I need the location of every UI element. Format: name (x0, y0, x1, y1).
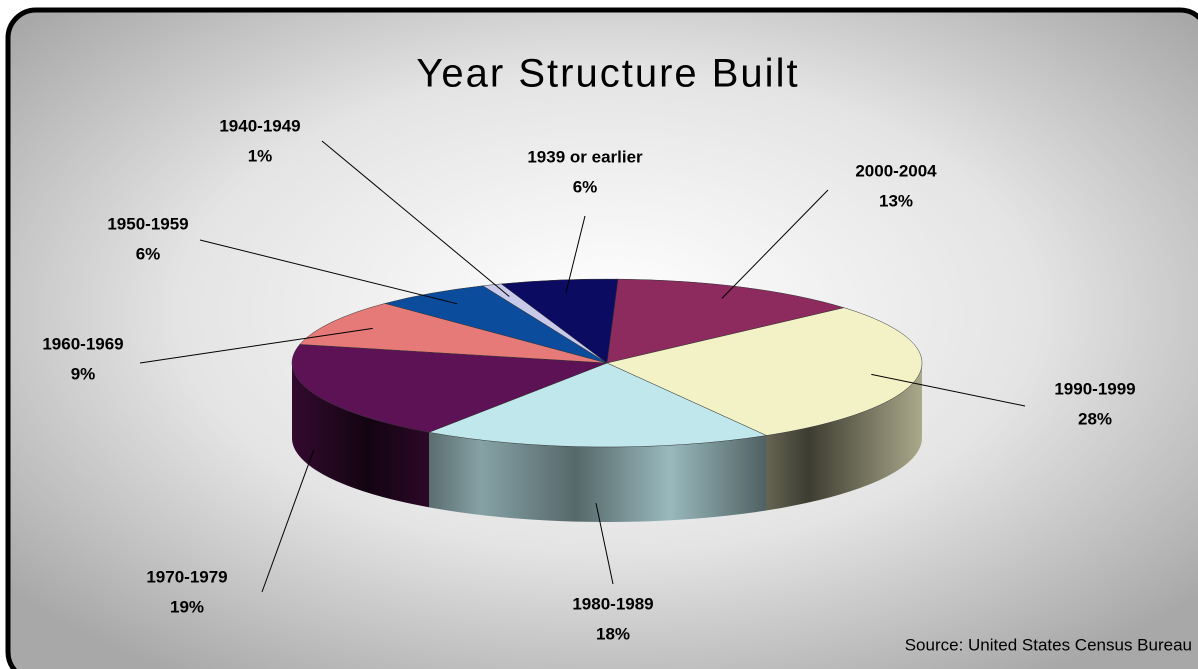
leader-line (261, 449, 315, 593)
slice (384, 285, 608, 364)
slice-label: 1970-1979 (146, 567, 227, 586)
leader-line (565, 215, 586, 293)
source-note: Source: United States Census Bureau (905, 635, 1192, 654)
leader-line (199, 239, 458, 305)
slice-value: 6% (573, 177, 598, 196)
slice-label: 2000-2004 (855, 161, 937, 180)
slice-value: 6% (136, 244, 161, 263)
slice (428, 362, 768, 448)
slice (606, 278, 845, 364)
slice (299, 303, 608, 364)
leader-line (321, 140, 510, 297)
slice (606, 307, 923, 436)
leader-line (139, 327, 373, 364)
side-shading (292, 363, 922, 522)
slice-label: 1960-1969 (42, 334, 123, 353)
chart-title: Year Structure Built (416, 52, 799, 96)
slice-value: 13% (879, 191, 913, 210)
slice (291, 344, 608, 433)
slice-value: 1% (248, 146, 273, 165)
slice-value: 18% (596, 624, 630, 643)
slice (500, 278, 619, 364)
slice-label: 1939 or earlier (527, 147, 643, 166)
slice-value: 28% (1078, 409, 1112, 428)
slice-value: 9% (71, 364, 96, 383)
leader-line (595, 503, 614, 585)
slice-label: 1940-1949 (219, 116, 300, 135)
slice-value: 19% (170, 597, 204, 616)
slice-label: 1950-1959 (107, 214, 188, 233)
slice-label: 1990-1999 (1054, 379, 1135, 398)
leader-line (721, 189, 829, 299)
leader-line (871, 373, 1026, 407)
slice-label: 1980-1989 (572, 594, 653, 613)
